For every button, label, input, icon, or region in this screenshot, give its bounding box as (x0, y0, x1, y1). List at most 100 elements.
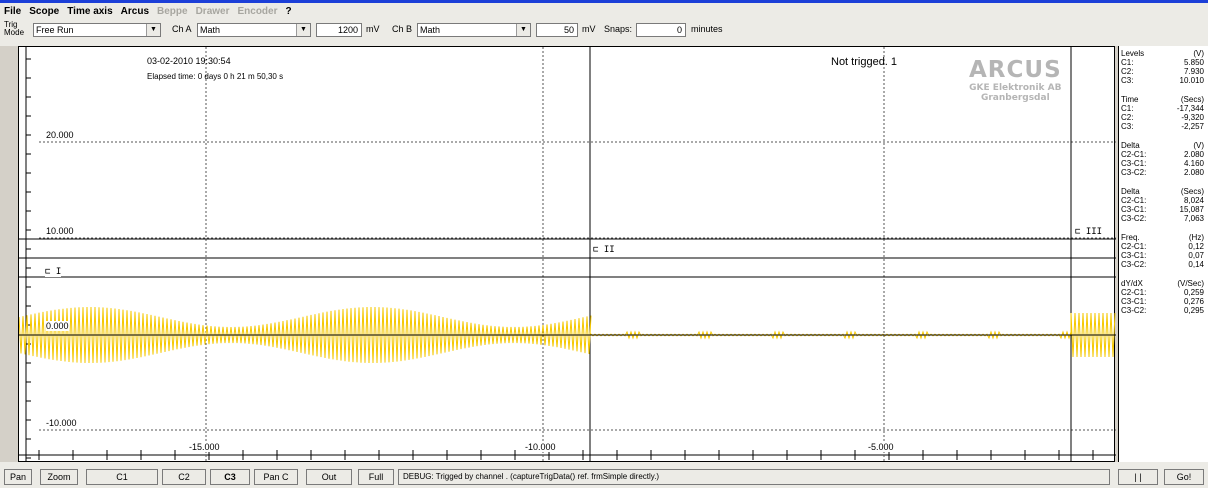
menu-help[interactable]: ? (285, 5, 292, 17)
debug-status-text: DEBUG: Trigged by channel . (captureTrig… (398, 469, 1110, 485)
freq-title: Freq. (1121, 233, 1140, 242)
x-tick-label: -5.000 (868, 442, 894, 452)
menu-arcus[interactable]: Arcus (120, 5, 150, 17)
time-title: Time (1121, 95, 1139, 104)
logo-title: ARCUS (969, 57, 1062, 83)
x-tick-label: -15.000 (189, 442, 220, 452)
row-value: 2.080 (1183, 168, 1204, 177)
waveform-active-segment (19, 306, 592, 364)
menu-scope[interactable]: Scope (29, 5, 60, 17)
c3-button[interactable]: C3 (210, 469, 250, 485)
delta-v-unit: (V) (1193, 141, 1204, 150)
row-value: 0,295 (1183, 306, 1204, 315)
ch-a-unit: mV (366, 24, 380, 34)
trig-mode-label: Trig Mode (4, 21, 24, 37)
delta-t-group: Delta (Secs) C2-C1: 8,024 C3-C1: 15,087 C3-… (1121, 187, 1208, 223)
cursor-1-label[interactable]: ⊏ I (45, 267, 62, 277)
snaps-unit: minutes (691, 24, 723, 34)
row-label: C3-C1: (1121, 205, 1147, 214)
x-tick-label: -10.000 (525, 442, 556, 452)
row-label: C3: (1121, 122, 1134, 131)
levels-group: Levels (V) C1: 5.850 C2: 7.930 C3: 10.010 (1121, 49, 1208, 85)
menu-file[interactable]: File (4, 5, 22, 17)
row-value: 0,14 (1188, 260, 1204, 269)
full-button[interactable]: Full (358, 469, 394, 485)
c1-button[interactable]: C1 (86, 469, 158, 485)
row-value: 7,063 (1183, 214, 1204, 223)
menu-time-axis[interactable]: Time axis (67, 5, 113, 17)
toolbar: Trig Mode Free Run ▼ Ch A Math ▼ 1200 mV… (0, 19, 1208, 46)
cursor-2-label[interactable]: ⊏ II (593, 245, 615, 255)
pan-button[interactable]: Pan (4, 469, 32, 485)
row-value: -9,320 (1181, 113, 1204, 122)
ch-a-label: Ch A (172, 24, 192, 34)
row-value: -17,344 (1176, 104, 1204, 113)
menu-drawer[interactable]: Drawer (195, 5, 230, 17)
row-value: 5.850 (1183, 58, 1204, 67)
ch-a-select[interactable]: Math ▼ (197, 23, 311, 37)
ch-a-value: Math (200, 25, 221, 35)
row-value: 10.010 (1179, 76, 1204, 85)
dydx-title: dY/dX (1121, 279, 1143, 288)
dydx-group: dY/dX (V/Sec) C2-C1: 0,259 C3-C1: 0,276 C3-… (1121, 279, 1208, 315)
pan-c-button[interactable]: Pan C (254, 469, 298, 485)
row-label: C3-C1: (1121, 297, 1147, 306)
dydx-unit: (V/Sec) (1177, 279, 1204, 288)
menu-encoder[interactable]: Encoder (237, 5, 278, 17)
row-value: -2,257 (1181, 122, 1204, 131)
zoom-button[interactable]: Zoom (40, 469, 78, 485)
ch-b-unit: mV (582, 24, 596, 34)
row-value: 0,276 (1183, 297, 1204, 306)
trig-mode-value: Free Run (36, 25, 74, 35)
ch-b-volt-input[interactable]: 50 (536, 23, 578, 37)
pause-button[interactable]: | | (1118, 469, 1158, 485)
row-value: 4.160 (1183, 159, 1204, 168)
row-value: 0,07 (1188, 251, 1204, 260)
y-tick-label: -10.000 (46, 418, 77, 428)
time-group: Time (Secs) C1: -17,344 C2: -9,320 C3: -2,25… (1121, 95, 1208, 131)
delta-v-title: Delta (1121, 141, 1140, 150)
elapsed-time: Elapsed time: 0 days 0 h 21 m 50,30 s (147, 72, 284, 81)
row-label: C3-C2: (1121, 306, 1147, 315)
time-unit: (Secs) (1180, 95, 1204, 104)
delta-t-unit: (Secs) (1180, 187, 1204, 196)
cursor-3-label[interactable]: ⊏ III (1075, 227, 1103, 237)
row-label: C3-C2: (1121, 168, 1147, 177)
levels-unit: (V) (1193, 49, 1204, 58)
row-label: C3-C2: (1121, 260, 1147, 269)
ch-a-volt-input[interactable]: 1200 (316, 23, 362, 37)
menu-bar: File Scope Time axis Arcus Beppe Drawer … (0, 3, 1208, 19)
row-label: C3-C1: (1121, 159, 1147, 168)
go-button[interactable]: Go! (1164, 469, 1204, 485)
ch-b-select[interactable]: Math ▼ (417, 23, 531, 37)
y-tick-label: 20.000 (46, 130, 74, 140)
row-label: C2: (1121, 67, 1134, 76)
row-value: 8,024 (1183, 196, 1204, 205)
snaps-input[interactable]: 0 (636, 23, 686, 37)
chevron-down-icon[interactable]: ▼ (146, 24, 160, 36)
row-label: C2-C1: (1121, 288, 1147, 297)
c2-button[interactable]: C2 (162, 469, 206, 485)
trigger-status: Not trigged. 1 (831, 56, 898, 68)
row-label: C3: (1121, 76, 1134, 85)
row-label: C3-C1: (1121, 251, 1147, 260)
ch-b-label: Ch B (392, 24, 413, 34)
menu-beppe[interactable]: Beppe (157, 5, 188, 17)
trig-label: Trig (4, 20, 18, 29)
bottom-toolbar: Pan Zoom C1 C2 C3 Pan C Out Full DEBUG: … (0, 462, 1208, 488)
trig-mode-select[interactable]: Free Run ▼ (33, 23, 161, 37)
snaps-label: Snaps: (604, 24, 633, 34)
row-value: 0,12 (1188, 242, 1204, 251)
out-button[interactable]: Out (306, 469, 352, 485)
logo-location: Granbergsdal (980, 93, 1050, 103)
delta-v-group: Delta (V) C2-C1: 2.080 C3-C1: 4.160 C3-C2: 2… (1121, 141, 1208, 177)
y-tick-label: 10.000 (46, 226, 74, 236)
row-label: C2-C1: (1121, 242, 1147, 251)
row-label: C1: (1121, 104, 1134, 113)
chevron-down-icon[interactable]: ▼ (296, 24, 310, 36)
scope-plot-area[interactable]: 03-02-2010 19:30:54 Elapsed time: 0 days… (18, 46, 1116, 463)
chevron-down-icon[interactable]: ▼ (516, 24, 530, 36)
row-label: C2-C1: (1121, 150, 1147, 159)
arcus-logo: ARCUS GKE Elektronik AB Granbergsdal (969, 57, 1062, 103)
freq-group: Freq. (Hz) C2-C1: 0,12 C3-C1: 0,07 C3-C2: 0,… (1121, 233, 1208, 269)
